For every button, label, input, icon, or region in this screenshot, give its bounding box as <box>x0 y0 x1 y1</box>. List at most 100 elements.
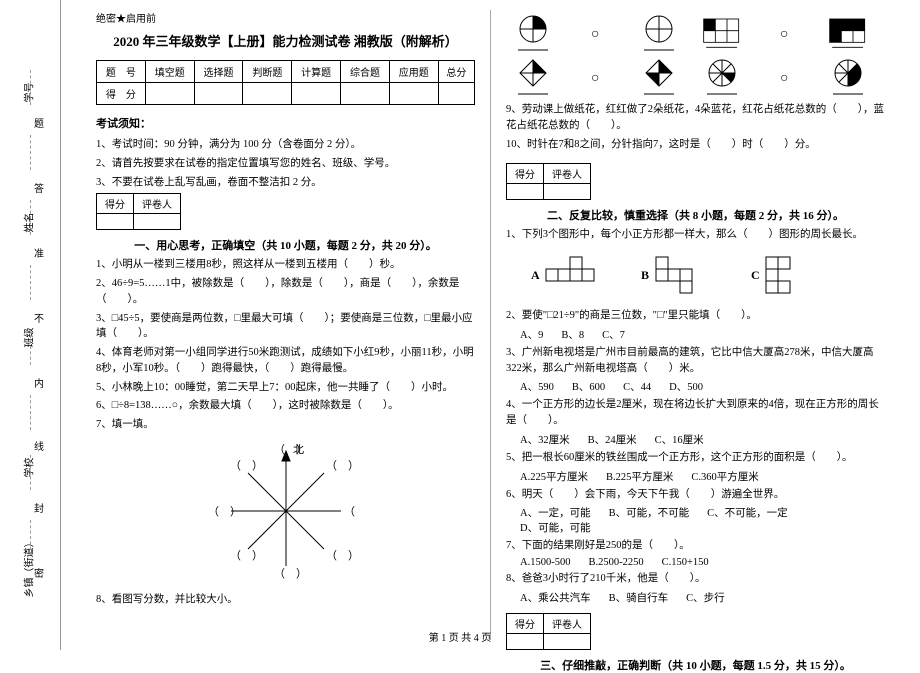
right-column: ○ ○ ○ ○ 9、劳动课上做纸花，红红做了2朵纸花，4朵蓝花，红花占纸花总数的… <box>491 10 900 640</box>
fraction-row-1: ○ ○ <box>506 14 885 54</box>
question: 2、46÷9=5……1中，被除数是（ ），除数是（ ），商是（ ），余数是（ ）… <box>96 276 475 308</box>
svg-text:（ ）: （ ） <box>274 567 307 580</box>
cell <box>544 633 591 649</box>
secret-label: 绝密★启用前 <box>96 10 475 25</box>
dash-8 <box>30 70 31 105</box>
score-type-table: 题 号 填空题 选择题 判断题 计算题 综合题 应用题 总分 得 分 <box>96 60 475 105</box>
score-label: 得分 <box>507 164 544 184</box>
svg-text:（ ）: （ ） <box>230 549 263 562</box>
cell <box>194 83 243 105</box>
grader-label: 评卷人 <box>544 613 591 633</box>
fraction-row-2: ○ ○ <box>506 58 885 98</box>
content-columns: 绝密★启用前 2020 年三年级数学【上册】能力检测试卷 湘教版（附解析） 题 … <box>61 0 920 650</box>
cell <box>438 83 474 105</box>
question: 8、看图写分数，并比较大小。 <box>96 592 475 608</box>
cell: 题 号 <box>97 61 146 83</box>
svg-text:（ ）: （ ） <box>344 505 366 518</box>
grader-label: 评卷人 <box>544 164 591 184</box>
field-class: 班级 <box>21 328 36 348</box>
dash-3 <box>30 395 31 430</box>
dash-2 <box>30 455 31 490</box>
score-label: 得分 <box>507 613 544 633</box>
table-row: 得 分 <box>97 83 475 105</box>
dash-6 <box>30 200 31 235</box>
svg-text:A: A <box>531 268 540 282</box>
notice-item: 3、不要在试卷上乱写乱画，卷面不整洁扣 2 分。 <box>96 175 475 191</box>
score-grader-box: 得分评卷人 <box>506 613 591 650</box>
notice-heading: 考试须知： <box>96 115 475 131</box>
exam-page: 乡镇（街道） 密 学校 封 线 班级 内 不 姓名 准 答 学号 题 绝密★启用… <box>0 0 920 650</box>
field-name: 姓名 <box>21 213 36 233</box>
question: 5、把一根长60厘米的铁丝围成一个正方形，这个正方形的面积是（ ）。 <box>506 450 885 466</box>
seal-zhun: 准 <box>34 245 44 260</box>
seal-xian: 线 <box>34 438 44 453</box>
question: 7、填一填。 <box>96 417 475 433</box>
options: A、乘公共汽车B、骑自行车C、步行 <box>520 590 885 605</box>
question: 4、体育老师对第一小组同学进行50米跑测试，成绩如下小红9秒，小丽11秒，小明8… <box>96 345 475 377</box>
dash-1 <box>30 520 31 555</box>
dash-5 <box>30 265 31 300</box>
dash-4 <box>30 330 31 365</box>
cell: 判断题 <box>243 61 292 83</box>
section1-title: 一、用心思考，正确填空（共 10 小题，每题 2 分，共 20 分）。 <box>96 237 475 253</box>
seal-da: 答 <box>34 180 44 195</box>
cell: 计算题 <box>292 61 341 83</box>
question: 4、一个正方形的边长是2厘米，现在将边长扩大到原来的4倍，现在正方形的周长是（ … <box>506 397 885 429</box>
svg-text:○: ○ <box>591 27 599 42</box>
seal-nei: 内 <box>34 375 44 390</box>
cell: 应用题 <box>389 61 438 83</box>
svg-text:B: B <box>641 268 649 282</box>
grader-label: 评卷人 <box>134 194 181 214</box>
question: 6、明天（ ）会下雨，今天下午我（ ）游遍全世界。 <box>506 487 885 503</box>
seal-ti: 题 <box>34 115 44 130</box>
binding-margin: 乡镇（街道） 密 学校 封 线 班级 内 不 姓名 准 答 学号 题 <box>0 0 61 650</box>
question: 3、广州新电视塔是广州市目前最高的建筑，它比中信大厦高278米，中信大厦高322… <box>506 345 885 377</box>
cell: 得 分 <box>97 83 146 105</box>
svg-text:○: ○ <box>780 71 788 86</box>
cell <box>544 184 591 200</box>
score-label: 得分 <box>97 194 134 214</box>
compass-figure: （ ）北 （ ）（ ） （ ）（ ） （ ）（ ） （ ） <box>96 441 475 584</box>
exam-title: 2020 年三年级数学【上册】能力检测试卷 湘教版（附解析） <box>96 31 475 50</box>
options: A、一定，可能B、可能，不可能C、不可能，一定D、可能，可能 <box>520 505 885 535</box>
question: 8、爸爸3小时行了210千米，他是（ ）。 <box>506 571 885 587</box>
question: 2、要使"□21÷9"的商是三位数，"□"里只能填（ ）。 <box>506 308 885 324</box>
question: 1、下列3个图形中，每个小正方形都一样大，那么（ ）图形的周长最长。 <box>506 227 885 243</box>
question: 1、小明从一楼到三楼用8秒，照这样从一楼到五楼用（ ）秒。 <box>96 257 475 273</box>
question: 6、□÷8=138……○，余数最大填（ ），这时被除数是（ ）。 <box>96 398 475 414</box>
cell <box>507 633 544 649</box>
table-row: 题 号 填空题 选择题 判断题 计算题 综合题 应用题 总分 <box>97 61 475 83</box>
section2-title: 二、反复比较，慎重选择（共 8 小题，每题 2 分，共 16 分）。 <box>506 207 885 223</box>
section3-title: 三、仔细推敲，正确判断（共 10 小题，每题 1.5 分，共 15 分）。 <box>506 657 885 673</box>
svg-text:（ ）: （ ） <box>208 505 241 518</box>
question: 5、小林晚上10：00睡觉，第二天早上7：00起床，他一共睡了（ ）小时。 <box>96 380 475 396</box>
cell <box>292 83 341 105</box>
options: A、9B、8C、7 <box>520 327 885 342</box>
cell <box>507 184 544 200</box>
score-grader-box: 得分评卷人 <box>506 163 591 200</box>
field-school: 学校 <box>21 458 36 478</box>
dash-7 <box>30 135 31 170</box>
notice-item: 2、请首先按要求在试卷的指定位置填写您的姓名、班级、学号。 <box>96 156 475 172</box>
svg-text:（ ）: （ ） <box>326 549 359 562</box>
north-label: 北 <box>293 443 304 456</box>
score-grader-box: 得分评卷人 <box>96 193 181 230</box>
question: 3、□45÷5，要使商是两位数，□里最大可填（ ）；要使商是三位数，□里最小应填… <box>96 311 475 343</box>
left-column: 绝密★启用前 2020 年三年级数学【上册】能力检测试卷 湘教版（附解析） 题 … <box>81 10 491 640</box>
cell <box>243 83 292 105</box>
svg-text:○: ○ <box>780 27 788 42</box>
cell <box>389 83 438 105</box>
cell: 总分 <box>438 61 474 83</box>
question: 10、时针在7和8之间，分针指向7，这时是（ ）时（ ）分。 <box>506 137 885 153</box>
svg-text:（ ）: （ ） <box>326 459 359 472</box>
cell <box>145 83 194 105</box>
svg-text:（ ）: （ ） <box>230 459 263 472</box>
svg-text:C: C <box>751 268 760 282</box>
options: A、590B、600C、44D、500 <box>520 379 885 394</box>
field-id: 学号 <box>21 83 36 103</box>
options: A、32厘米B、24厘米C、16厘米 <box>520 432 885 447</box>
seal-mi: 密 <box>34 565 44 580</box>
cell <box>134 214 181 230</box>
cell: 选择题 <box>194 61 243 83</box>
options: A.225平方厘米B.225平方厘米C.360平方厘米 <box>520 469 885 484</box>
